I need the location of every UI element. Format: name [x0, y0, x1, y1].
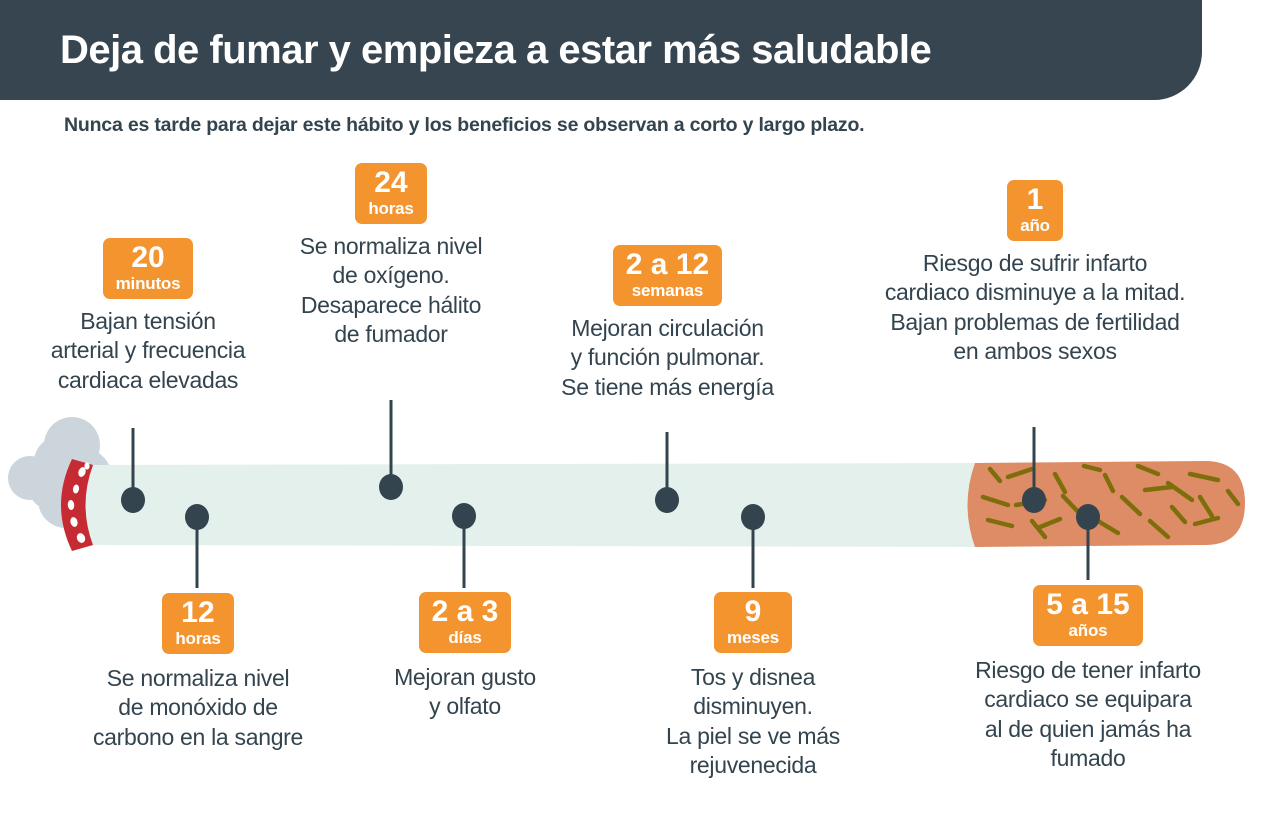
- timeline-item-20-minutos[interactable]: 20 minutos Bajan tensión arterial y frec…: [8, 238, 288, 395]
- ember-speckles: [67, 462, 90, 543]
- dot-12-horas: [185, 504, 209, 530]
- badge-unit: años: [1068, 621, 1108, 640]
- badge-unit: semanas: [631, 281, 704, 300]
- dot-2-a-3-dias: [452, 503, 476, 529]
- badge-2-a-12-semanas: 2 a 12 semanas: [612, 245, 723, 306]
- badge-unit: días: [448, 628, 482, 647]
- item-description: Bajan tensión arterial y frecuencia card…: [50, 308, 246, 393]
- item-description: Tos y disnea disminuyen. La piel se ve m…: [666, 664, 840, 779]
- item-description: Riesgo de tener infarto cardiaco se equi…: [975, 657, 1201, 772]
- connector-lines-above: [131, 400, 1036, 500]
- badge-5-a-15-anos: 5 a 15 años: [1033, 585, 1143, 646]
- dot-5-a-15-anos: [1076, 504, 1100, 530]
- badge-unit: año: [1020, 216, 1050, 235]
- page-subtitle: Nunca es tarde para dejar este hábito y …: [64, 114, 865, 136]
- badge-unit: horas: [368, 199, 414, 218]
- dot-24-horas: [379, 474, 403, 500]
- badge-number: 1: [1026, 183, 1044, 216]
- badge-number: 5 a 15: [1046, 588, 1130, 621]
- badge-2-a-3-dias: 2 a 3 días: [418, 592, 512, 653]
- item-description: Se normaliza nivel de monóxido de carbon…: [92, 665, 304, 750]
- badge-number: 24: [374, 166, 408, 199]
- header-bar: Deja de fumar y empieza a estar más salu…: [0, 0, 1202, 100]
- dot-20-minutos: [121, 487, 145, 513]
- connector-lines-below: [195, 516, 1090, 588]
- timeline-item-9-meses[interactable]: 9 meses Tos y disnea disminuyen. La piel…: [628, 592, 878, 781]
- timeline-item-2-a-12-semanas[interactable]: 2 a 12 semanas Mejoran circulación y fun…: [530, 245, 805, 402]
- badge-20-minutos: 20 minutos: [102, 238, 194, 299]
- cigarette-paper: [85, 463, 975, 547]
- timeline-item-12-horas[interactable]: 12 horas Se normaliza nivel de monóxido …: [57, 593, 339, 752]
- timeline-dots: [121, 474, 1100, 530]
- dot-2-a-12-semanas: [655, 487, 679, 513]
- badge-unit: minutos: [115, 274, 181, 293]
- timeline-item-24-horas[interactable]: 24 horas Se normaliza nivel de oxígeno. …: [255, 163, 527, 350]
- item-description: Mejoran circulación y función pulmonar. …: [561, 315, 774, 400]
- item-description: Mejoran gusto y olfato: [394, 664, 536, 720]
- badge-24-horas: 24 horas: [355, 163, 427, 224]
- smoke-icon: [8, 417, 112, 528]
- dot-1-ano: [1022, 487, 1046, 513]
- page-title: Deja de fumar y empieza a estar más salu…: [60, 27, 932, 72]
- timeline-item-2-a-3-dias[interactable]: 2 a 3 días Mejoran gusto y olfato: [340, 592, 590, 722]
- badge-number: 12: [181, 596, 215, 629]
- badge-unit: horas: [175, 629, 221, 648]
- timeline-item-1-ano[interactable]: 1 año Riesgo de sufrir infarto cardiaco …: [860, 180, 1210, 367]
- badge-9-meses: 9 meses: [714, 592, 792, 653]
- item-description: Riesgo de sufrir infarto cardiaco dismin…: [884, 250, 1186, 365]
- cigarette-filter: [967, 461, 1245, 547]
- timeline-item-5-a-15-anos[interactable]: 5 a 15 años Riesgo de tener infarto card…: [930, 585, 1246, 774]
- badge-unit: meses: [727, 628, 779, 647]
- filter-texture: [980, 463, 1241, 540]
- badge-1-ano: 1 año: [1007, 180, 1063, 241]
- badge-number: 2 a 3: [431, 595, 499, 628]
- ember-tip: [61, 459, 93, 551]
- item-description: Se normaliza nivel de oxígeno. Desaparec…: [299, 233, 483, 348]
- badge-number: 9: [744, 595, 762, 628]
- badge-number: 20: [131, 241, 165, 274]
- dot-9-meses: [741, 504, 765, 530]
- badge-12-horas: 12 horas: [162, 593, 234, 654]
- badge-number: 2 a 12: [625, 248, 710, 281]
